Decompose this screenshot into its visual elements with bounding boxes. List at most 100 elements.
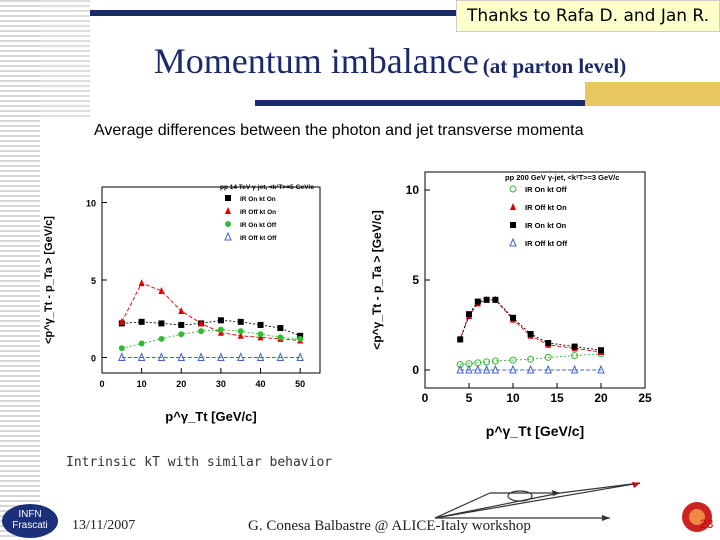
y-tick-label: 5 — [91, 276, 96, 286]
acknowledgement-box: Thanks to Rafa D. and Jan R. — [456, 0, 720, 32]
legend-title: pp 200 GeV γ-jet, <k²T>=3 GeV/c — [505, 173, 619, 182]
data-point — [157, 352, 166, 361]
data-point — [178, 321, 185, 328]
slide-title: Momentum imbalance (at parton level) — [100, 40, 680, 82]
x-axis-label: p^γ_Tt [GeV/c] — [486, 423, 584, 439]
data-point — [178, 307, 185, 314]
data-point — [456, 364, 464, 374]
data-point — [118, 345, 125, 352]
data-point — [178, 331, 185, 338]
series-2 — [457, 296, 604, 354]
legend-marker — [509, 185, 517, 193]
y-axis-label: <p^γ_Tt - p_Ta > [GeV/c] — [370, 210, 384, 350]
x-tick-label: 10 — [137, 379, 147, 389]
series-line — [459, 299, 602, 351]
data-point — [510, 314, 516, 321]
data-point — [237, 318, 244, 325]
title-rule — [255, 100, 585, 106]
x-tick-label: 40 — [256, 379, 266, 389]
data-point — [544, 353, 552, 361]
data-point — [236, 352, 245, 361]
data-point — [571, 352, 579, 360]
data-point — [118, 317, 125, 325]
y-tick-label: 10 — [86, 199, 96, 209]
x-tick-label: 25 — [638, 391, 652, 405]
data-point — [177, 352, 186, 361]
data-point — [509, 364, 517, 374]
title-sub: (at parton level) — [482, 54, 627, 78]
infn-logo: INFN Frascati — [2, 504, 58, 538]
left-stripe-decoration — [0, 0, 40, 540]
data-point — [217, 326, 224, 333]
legend-marker — [225, 207, 231, 214]
data-point — [158, 320, 165, 327]
y-tick-label: 10 — [406, 183, 420, 197]
x-axis-label: p^γ_Tt [GeV/c] — [165, 409, 256, 424]
series-line — [121, 329, 301, 349]
chart-200gev: 0 5 10 15 20 25 0 5 10 p^γ_Tt [GeV/c] <p^γ_Tt - p_… — [370, 171, 652, 439]
legend-entry: IR On kt Off — [240, 222, 277, 229]
y-tick-label: 0 — [412, 363, 419, 377]
data-point — [138, 340, 145, 347]
x-tick-label: 30 — [216, 379, 226, 389]
data-point — [138, 279, 145, 287]
legend-entry: IR On kt On — [240, 196, 276, 203]
data-point — [276, 352, 285, 361]
data-point — [527, 331, 534, 337]
data-point — [237, 328, 244, 335]
series-0 — [456, 350, 605, 369]
gold-accent-bar — [585, 82, 720, 106]
series-2 — [118, 326, 304, 352]
data-point — [597, 364, 605, 374]
slide-date: 13/11/2007 — [72, 518, 136, 533]
data-point — [482, 364, 491, 374]
legend-entry: IR Off kt Off — [240, 235, 277, 242]
data-point — [491, 357, 499, 365]
legend-marker — [510, 222, 516, 228]
data-point — [457, 336, 464, 343]
data-point — [138, 318, 145, 325]
data-point — [465, 364, 473, 374]
data-point — [571, 343, 578, 350]
legend-entry: IR Off kt On — [525, 203, 567, 212]
series-3 — [456, 364, 605, 374]
data-point — [217, 317, 224, 324]
data-point — [297, 335, 304, 342]
x-tick-label: 5 — [466, 391, 473, 405]
page-number: 23 — [700, 517, 714, 531]
data-point — [137, 352, 146, 361]
series-3 — [118, 352, 304, 361]
data-point — [526, 364, 535, 374]
data-point — [296, 352, 304, 361]
legend-marker — [510, 203, 516, 210]
x-tick-label: 0 — [99, 379, 104, 389]
logo-text: INFN Frascati — [12, 509, 48, 531]
top-rule — [90, 10, 460, 16]
data-point — [598, 347, 604, 354]
series-line — [121, 319, 301, 337]
data-point — [491, 364, 500, 374]
data-point — [198, 319, 205, 327]
x-tick-label: 50 — [295, 379, 305, 389]
y-tick-label: 5 — [412, 273, 419, 287]
data-point — [509, 356, 517, 364]
slide-subtitle: Average differences between the photon a… — [94, 122, 584, 139]
legend-entry: IR Off kt On — [240, 209, 276, 216]
series-1 — [457, 295, 604, 355]
data-point — [158, 335, 165, 342]
data-point — [474, 298, 481, 305]
data-point — [456, 361, 464, 369]
data-point — [118, 352, 126, 361]
corner-emblem — [682, 502, 712, 532]
data-point — [257, 331, 264, 338]
legend-marker — [225, 221, 231, 227]
series-line — [121, 282, 301, 341]
data-point — [297, 332, 304, 339]
legend-title: pp 14 TeV γ-jet, <k²T>=5 GeV/c — [220, 184, 314, 191]
y-axis-label: <p^γ_Tt - p_Ta > [GeV/c] — [43, 216, 55, 344]
data-point — [492, 296, 499, 303]
x-tick-label: 20 — [176, 379, 186, 389]
data-point — [527, 355, 535, 363]
series-line — [460, 353, 602, 366]
series-line — [459, 299, 602, 353]
